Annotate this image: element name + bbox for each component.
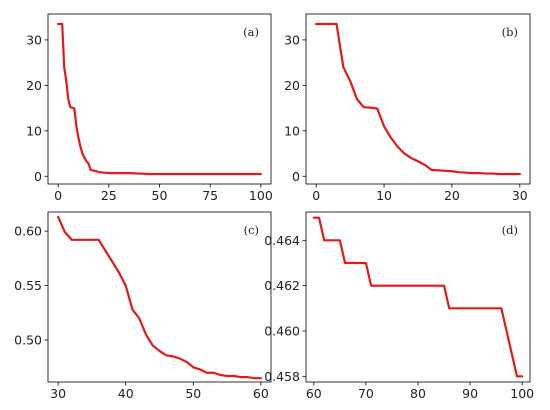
y-tick-label: 0.60 (14, 224, 42, 239)
x-tick-label: 20 (444, 188, 460, 203)
axes-frame (305, 13, 531, 185)
y-tick-label: 20 (284, 78, 300, 93)
y-tick-label: 20 (26, 78, 42, 93)
x-tick-label: 50 (185, 386, 201, 401)
y-tick-label: 30 (26, 32, 42, 47)
axes-frame (47, 13, 272, 185)
y-tick-label: 0.50 (14, 333, 42, 348)
panel-label: (a) (243, 25, 259, 39)
series-line (315, 22, 521, 176)
x-tick-label: 25 (101, 188, 117, 203)
panel-b: 0 10 20 30 0 10 20 30 (b) (284, 13, 531, 203)
x-tick-label: 10 (376, 188, 392, 203)
panel-label: (c) (244, 223, 259, 237)
y-tick-label: 30 (284, 32, 300, 47)
x-tick-label: 100 (510, 386, 534, 401)
y-tick-label: 10 (284, 123, 300, 138)
y-tick-label: 0.462 (264, 278, 300, 293)
y-tick-label: 0 (292, 169, 300, 184)
y-tick-label: 10 (26, 123, 42, 138)
x-tick-label: 30 (50, 386, 66, 401)
panel-label: (b) (502, 25, 518, 39)
y-tick-label: 0.464 (264, 233, 300, 248)
panel-d: 60 70 80 90 100 0.458 0.460 0.462 0.464 (d) (264, 211, 534, 401)
y-tick-label: 0.55 (14, 278, 42, 293)
series-line (57, 22, 262, 176)
x-tick-label: 30 (512, 188, 528, 203)
series-line (57, 215, 262, 380)
x-tick-label: 75 (202, 188, 218, 203)
panel-c: 30 40 50 60 0.50 0.55 0.60 (c) (14, 211, 272, 401)
x-tick-label: 60 (253, 386, 269, 401)
x-tick-label: 70 (358, 386, 374, 401)
y-tick-label: 0.460 (264, 324, 300, 339)
x-tick-label: 60 (306, 386, 322, 401)
x-tick-label: 100 (249, 188, 273, 203)
x-tick-label: 50 (152, 188, 168, 203)
x-tick-label: 0 (312, 188, 320, 203)
series-line (312, 216, 524, 378)
panel-label: (d) (502, 223, 518, 237)
x-tick-label: 80 (410, 386, 426, 401)
axes-frame (47, 211, 272, 383)
axes-frame (305, 211, 531, 383)
x-tick-label: 40 (118, 386, 134, 401)
x-tick-label: 90 (462, 386, 478, 401)
panel-a: 0 25 50 75 100 0 10 20 30 (a) (26, 13, 273, 203)
y-tick-label: 0 (34, 169, 42, 184)
y-tick-label: 0.458 (264, 369, 300, 384)
x-tick-label: 0 (54, 188, 62, 203)
